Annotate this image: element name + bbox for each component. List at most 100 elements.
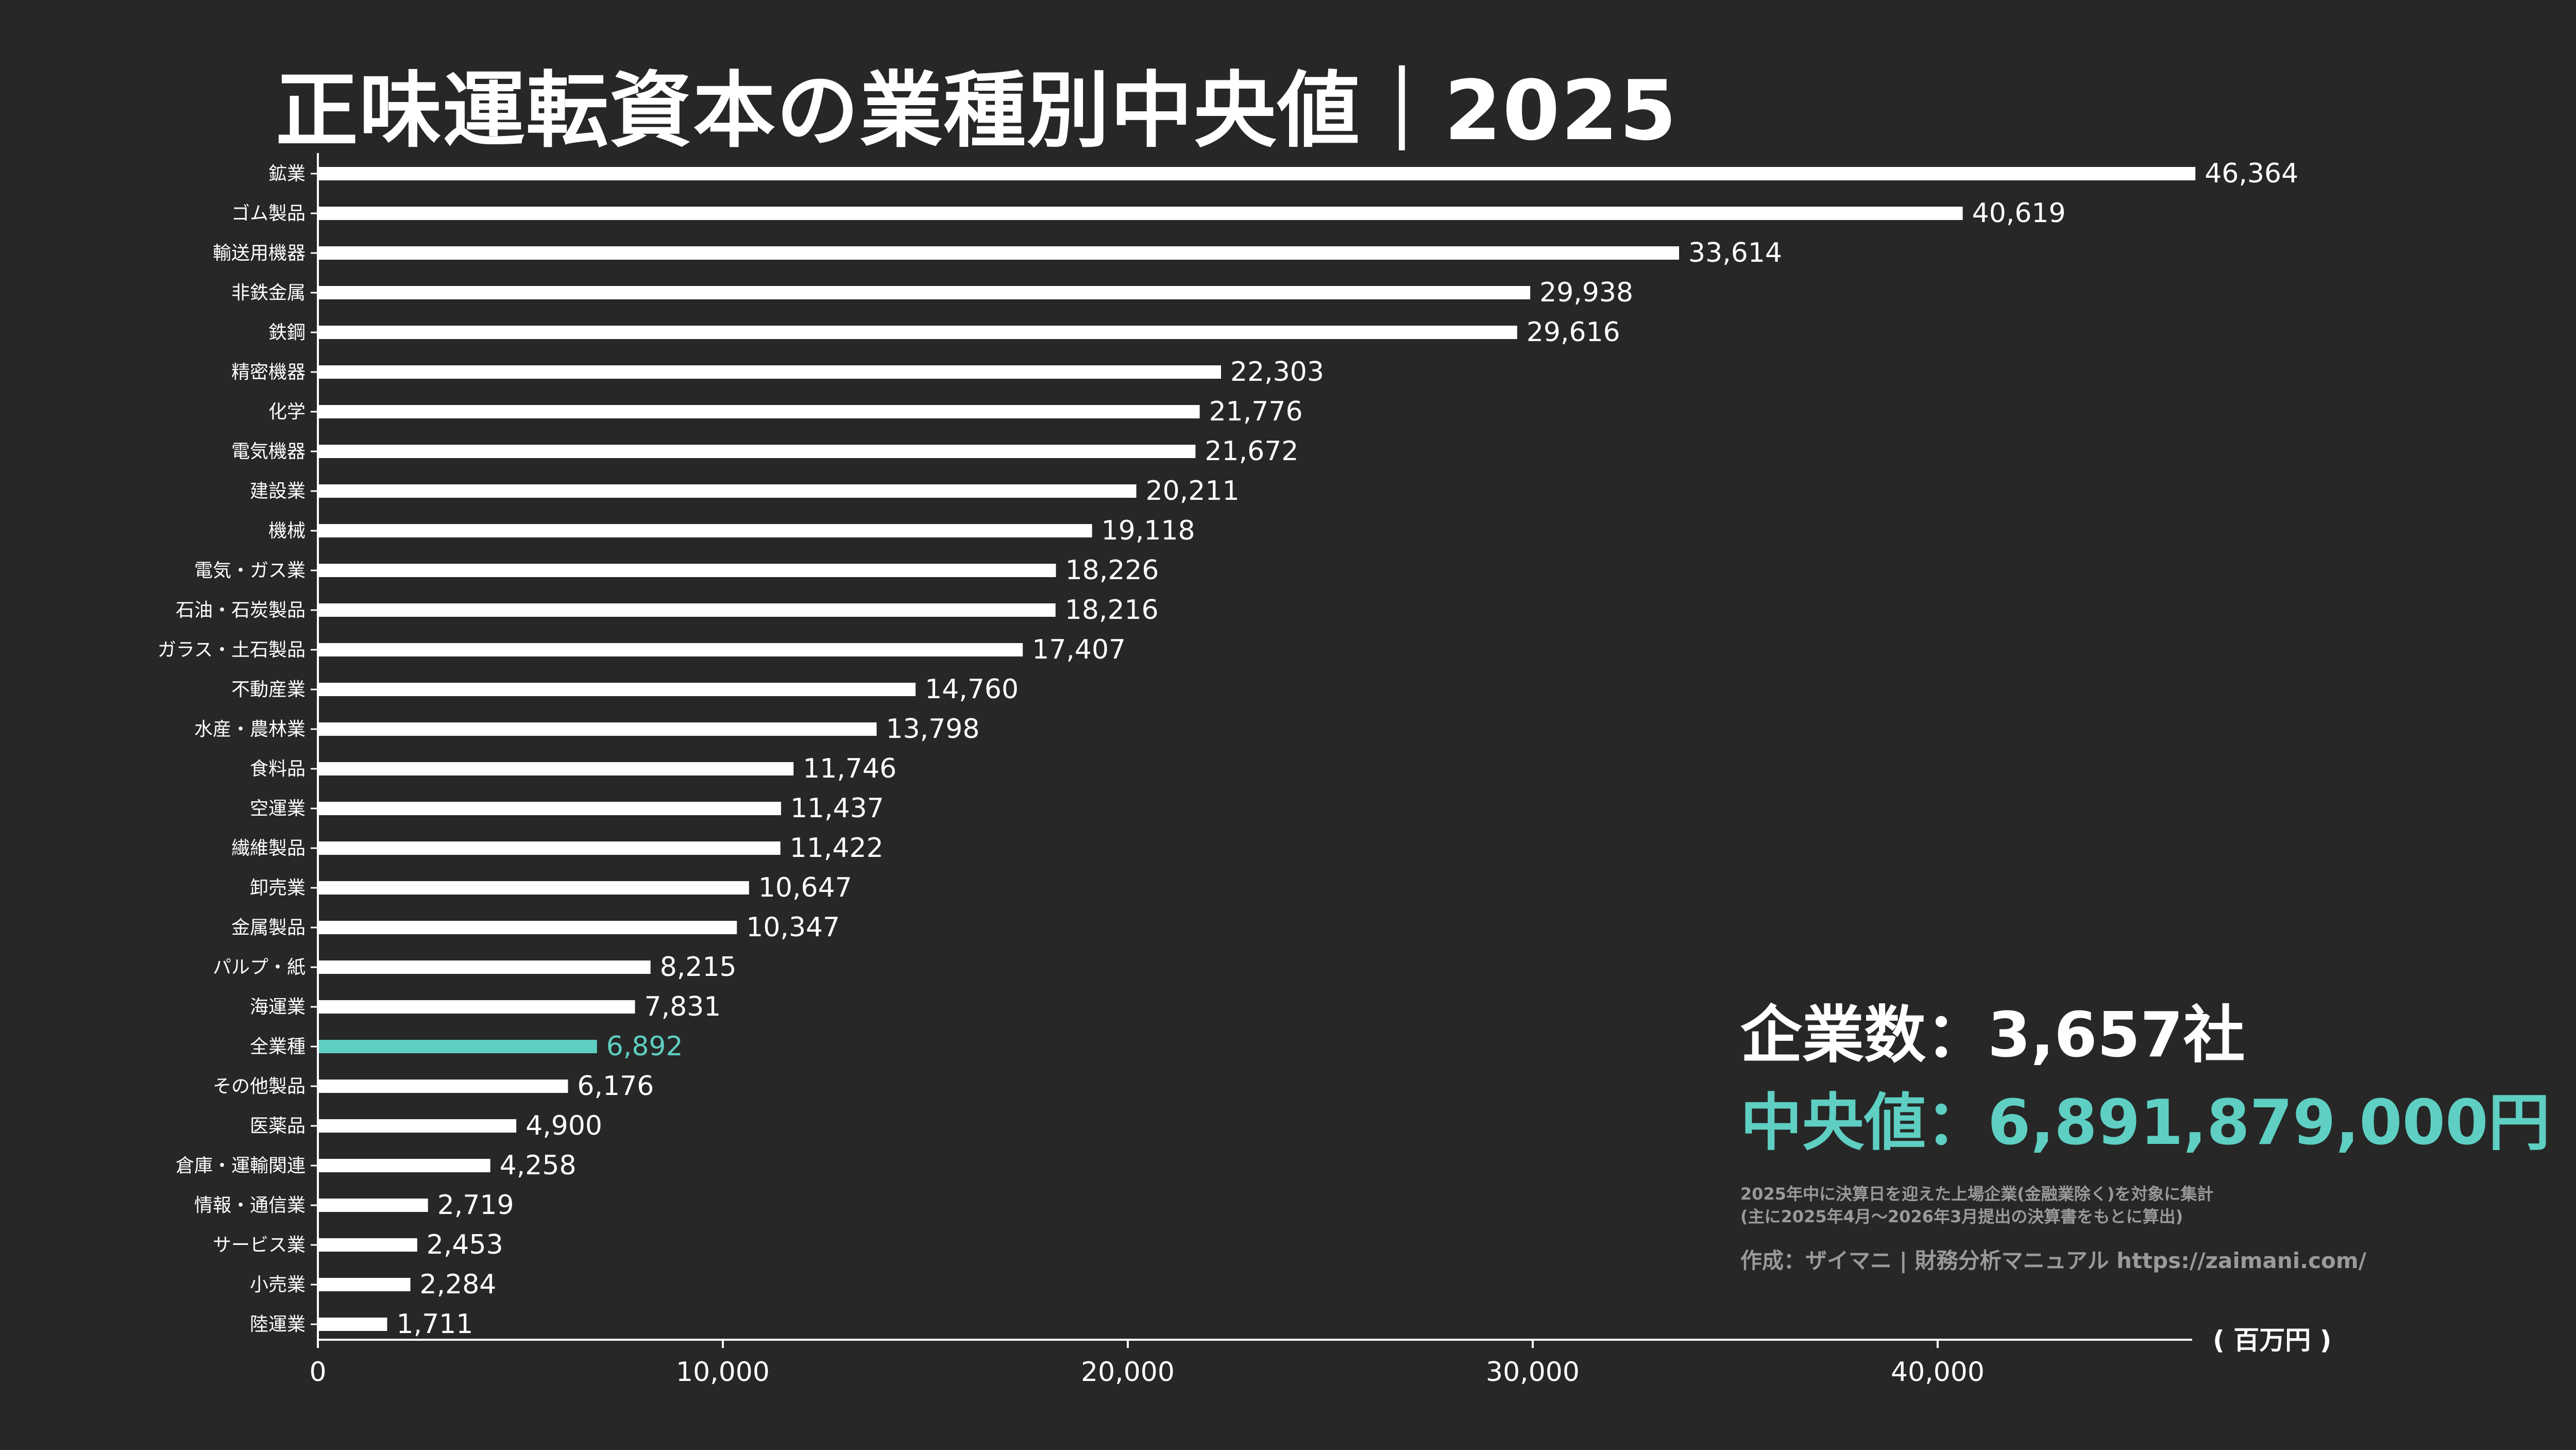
category-label: 機械	[268, 520, 306, 542]
bar	[318, 246, 1680, 260]
bar	[318, 1159, 490, 1172]
bar	[318, 683, 916, 696]
median-value: 中央値：6,891,879,000円	[1740, 1085, 2550, 1162]
value-label: 6,176	[577, 1071, 654, 1102]
bar	[318, 564, 1056, 577]
value-label: 4,258	[500, 1150, 577, 1181]
category-label: 全業種	[250, 1036, 306, 1057]
summary-panel: 企業数：3,657社 中央値：6,891,879,000円 2025年中に決算日…	[1740, 997, 2550, 1275]
bar	[318, 207, 1963, 220]
value-label: 8,215	[660, 952, 737, 983]
bar	[318, 960, 651, 974]
category-label: 輸送用機器	[213, 243, 306, 264]
bar	[318, 1238, 417, 1252]
value-label: 10,647	[758, 872, 852, 903]
category-label: 医薬品	[250, 1116, 306, 1137]
bar	[318, 643, 1023, 656]
category-label: パルプ・紙	[213, 957, 306, 978]
category-label: その他製品	[213, 1076, 306, 1097]
bar	[318, 365, 1222, 379]
category-label: 繊維製品	[231, 838, 306, 859]
value-label: 10,347	[746, 912, 840, 943]
category-label: 金属製品	[231, 917, 306, 938]
category-label: 鉱業	[268, 163, 306, 184]
category-label: 陸運業	[250, 1314, 306, 1335]
value-label: 33,614	[1688, 238, 1782, 268]
category-label: ゴム製品	[231, 203, 306, 224]
value-label: 21,776	[1209, 396, 1303, 427]
value-label: 18,226	[1065, 555, 1159, 586]
bar	[318, 1199, 428, 1212]
value-label: 20,211	[1146, 476, 1240, 507]
value-label: 13,798	[886, 714, 980, 745]
method-note-1: 2025年中に決算日を迎えた上場企業(金融業除く)を対象に集計	[1740, 1184, 2214, 1204]
company-count-label: 企業数：	[1740, 1000, 1988, 1071]
unit-label: ( 百万円 )	[2213, 1325, 2332, 1355]
bar	[318, 722, 877, 736]
company-count: 企業数：3,657社	[1740, 997, 2550, 1074]
value-label: 21,672	[1205, 436, 1298, 467]
value-label: 29,938	[1539, 277, 1633, 308]
value-label: 1,711	[396, 1309, 473, 1340]
value-label: 6,892	[606, 1031, 683, 1062]
value-label: 7,831	[645, 991, 721, 1022]
value-label: 11,437	[790, 793, 884, 824]
category-label: 食料品	[250, 758, 306, 780]
value-label: 11,422	[790, 833, 884, 864]
category-label: 空運業	[250, 798, 306, 819]
value-label: 2,284	[420, 1269, 497, 1300]
category-label: 電気機器	[231, 441, 306, 462]
x-tick-label: 20,000	[1081, 1357, 1175, 1388]
credit-text: 作成：ザイマニ | 財務分析マニュアル https://zaimani.com/	[1740, 1248, 2366, 1273]
category-label: 倉庫・運輸関連	[176, 1155, 306, 1176]
category-label: 卸売業	[250, 878, 306, 899]
bar	[318, 445, 1196, 458]
category-label: 電気・ガス業	[194, 560, 306, 581]
value-label: 2,719	[437, 1190, 514, 1221]
value-label: 46,364	[2205, 158, 2298, 189]
bar	[318, 405, 1200, 418]
value-label: 18,216	[1065, 595, 1159, 626]
x-tick-label: 10,000	[676, 1357, 770, 1388]
category-label: 精密機器	[231, 362, 306, 383]
bar	[318, 484, 1137, 498]
bar	[318, 841, 781, 855]
category-label: 海運業	[250, 997, 306, 1018]
category-label: 水産・農林業	[194, 719, 306, 740]
bar	[318, 326, 1517, 339]
bar	[318, 603, 1056, 617]
bar	[318, 1000, 635, 1014]
bar	[318, 802, 781, 815]
category-label: 小売業	[250, 1274, 306, 1295]
bar	[318, 1318, 387, 1331]
category-label: 化学	[268, 401, 306, 423]
category-label: サービス業	[213, 1235, 306, 1256]
bar	[318, 1278, 411, 1291]
median-label: 中央値：	[1740, 1087, 1988, 1159]
category-label: 建設業	[250, 481, 306, 502]
median-amount: 6,891,879,000円	[1988, 1087, 2550, 1159]
category-label: 非鉄金属	[231, 282, 306, 304]
x-tick-label: 30,000	[1486, 1357, 1580, 1388]
bar	[318, 1119, 517, 1133]
bar	[318, 881, 749, 895]
value-label: 40,619	[1972, 198, 2066, 229]
value-label: 17,407	[1032, 634, 1126, 665]
bar	[318, 921, 737, 934]
value-label: 19,118	[1101, 515, 1195, 546]
value-label: 22,303	[1230, 357, 1324, 387]
category-label: 情報・通信業	[194, 1195, 306, 1216]
bar	[318, 524, 1092, 537]
value-label: 14,760	[925, 674, 1019, 705]
bar	[318, 762, 794, 775]
category-label: 石油・石炭製品	[176, 600, 306, 621]
bar	[318, 1080, 568, 1093]
bar	[318, 286, 1531, 299]
company-count-value: 3,657社	[1988, 1000, 2245, 1071]
value-label: 4,900	[526, 1110, 602, 1141]
category-label: 鉄鋼	[268, 322, 306, 343]
value-label: 29,616	[1527, 317, 1620, 348]
method-note-2: (主に2025年4月〜2026年3月提出の決算書をもとに算出)	[1740, 1207, 2183, 1226]
value-label: 11,746	[803, 753, 896, 784]
